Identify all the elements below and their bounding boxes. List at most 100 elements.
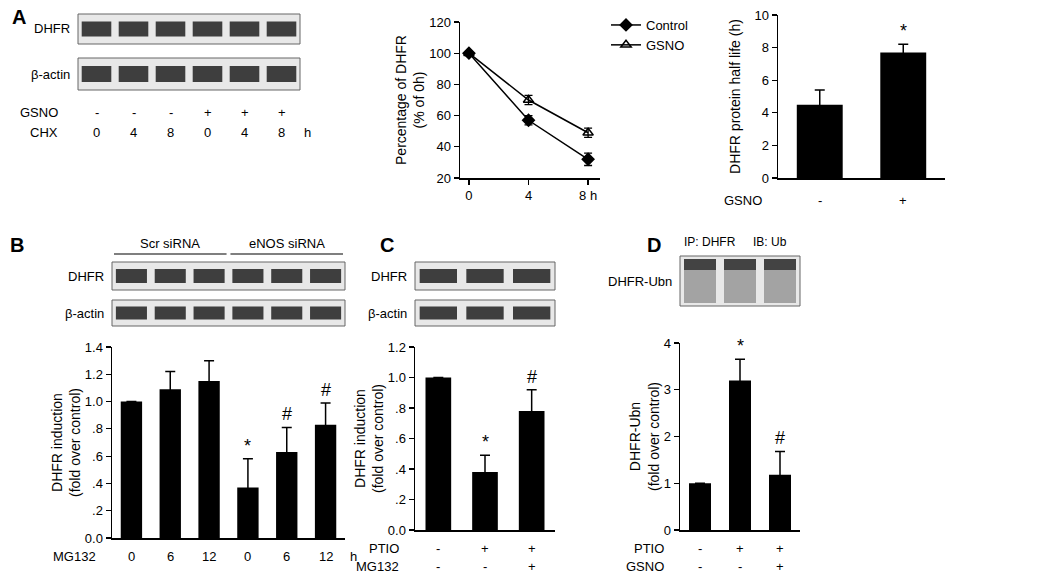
svg-text:.4: .4 (395, 462, 406, 477)
svg-text:4: 4 (664, 336, 671, 351)
svg-text:10: 10 (754, 8, 768, 23)
svg-text:0: 0 (128, 549, 135, 564)
svg-text:+: + (736, 541, 744, 556)
svg-text:DHFR-Ubn: DHFR-Ubn (608, 274, 672, 289)
svg-text:-: - (436, 541, 440, 556)
svg-text:A: A (12, 6, 26, 28)
svg-text:Control: Control (646, 18, 688, 33)
svg-text:120: 120 (429, 15, 451, 30)
svg-text:.8: .8 (92, 421, 103, 436)
svg-text:.2: .2 (395, 492, 406, 507)
svg-text:DHFR-Ubn(fold over control): DHFR-Ubn(fold over control) (627, 382, 661, 491)
svg-text:80: 80 (436, 77, 450, 92)
svg-text:20: 20 (436, 171, 450, 186)
svg-text:.4: .4 (92, 476, 103, 491)
svg-text:+: + (776, 559, 784, 573)
svg-text:0: 0 (244, 549, 251, 564)
svg-text:60: 60 (436, 108, 450, 123)
svg-text:β-actin: β-actin (368, 306, 407, 321)
svg-text:0.0: 0.0 (388, 523, 406, 538)
svg-text:-: - (132, 105, 136, 120)
svg-text:+: + (241, 105, 249, 120)
svg-text:β-actin: β-actin (65, 306, 104, 321)
svg-text:+: + (204, 105, 212, 120)
svg-text:2: 2 (664, 429, 671, 444)
svg-text:B: B (10, 234, 24, 256)
svg-text:-: - (95, 105, 99, 120)
svg-text:DHFR protein half life (h): DHFR protein half life (h) (727, 19, 743, 174)
svg-text:3: 3 (664, 382, 671, 397)
svg-text:1: 1 (664, 476, 671, 491)
svg-text:*: * (482, 432, 489, 452)
svg-text:eNOS siRNA: eNOS siRNA (249, 236, 325, 251)
svg-text:*: * (900, 21, 907, 41)
svg-text:1.4: 1.4 (85, 340, 103, 355)
svg-text:h: h (350, 549, 357, 564)
svg-text:.8: .8 (395, 401, 406, 416)
svg-text:#: # (775, 428, 785, 448)
svg-text:4: 4 (762, 105, 769, 120)
svg-text:2: 2 (762, 138, 769, 153)
svg-text:+: + (528, 559, 536, 573)
svg-text:8: 8 (167, 125, 174, 140)
svg-text:β-actin: β-actin (31, 67, 70, 82)
svg-text:4: 4 (130, 125, 137, 140)
svg-text:Percentage of DHFR(% of 0h): Percentage of DHFR(% of 0h) (393, 35, 427, 165)
svg-text:12: 12 (319, 549, 333, 564)
svg-text:0: 0 (204, 125, 211, 140)
svg-text:0: 0 (465, 188, 472, 203)
svg-text:12: 12 (202, 549, 216, 564)
svg-text:+: + (528, 541, 536, 556)
svg-text:IB: Ub: IB: Ub (753, 235, 787, 249)
svg-text:1.2: 1.2 (85, 367, 103, 382)
svg-text:DHFR: DHFR (34, 21, 70, 36)
svg-text:#: # (321, 380, 331, 400)
svg-text:-: - (818, 193, 822, 208)
svg-text:6: 6 (283, 549, 290, 564)
svg-text:-: - (738, 559, 742, 573)
svg-text:100: 100 (429, 46, 451, 61)
svg-text:+: + (776, 541, 784, 556)
svg-text:+: + (899, 193, 907, 208)
svg-text:8: 8 (278, 125, 285, 140)
svg-text:-: - (483, 559, 487, 573)
svg-text:C: C (380, 234, 394, 256)
svg-text:0: 0 (664, 523, 671, 538)
svg-text:MG132: MG132 (356, 559, 399, 573)
svg-text:-: - (436, 559, 440, 573)
svg-text:GSNO: GSNO (626, 559, 664, 573)
svg-text:GSNO: GSNO (20, 105, 58, 120)
svg-text:.6: .6 (395, 431, 406, 446)
svg-text:.2: .2 (92, 503, 103, 518)
svg-text:#: # (527, 367, 537, 387)
svg-text:+: + (278, 105, 286, 120)
svg-text:IP: DHFR: IP: DHFR (684, 235, 736, 249)
svg-text:Scr siRNA: Scr siRNA (140, 236, 200, 251)
svg-text:DHFR induction(fold over contr: DHFR induction(fold over control) (49, 388, 83, 497)
svg-text:0: 0 (762, 171, 769, 186)
svg-text:MG132: MG132 (53, 549, 96, 564)
svg-text:*: * (244, 436, 251, 456)
svg-text:GSNO: GSNO (724, 193, 762, 208)
svg-text:DHFR induction(fold over contr: DHFR induction(fold over control) (352, 384, 386, 493)
svg-text:4: 4 (525, 188, 532, 203)
svg-text:6: 6 (167, 549, 174, 564)
svg-text:0: 0 (93, 125, 100, 140)
svg-text:8 h: 8 h (579, 188, 597, 203)
svg-text:DHFR: DHFR (371, 269, 407, 284)
svg-text:1.2: 1.2 (388, 340, 406, 355)
svg-text:.6: .6 (92, 449, 103, 464)
svg-text:8: 8 (762, 40, 769, 55)
svg-text:-: - (698, 559, 702, 573)
svg-text:40: 40 (436, 139, 450, 154)
svg-text:D: D (647, 234, 661, 256)
svg-text:DHFR: DHFR (68, 269, 104, 284)
svg-text:PTIO: PTIO (634, 541, 664, 556)
svg-text:+: + (481, 541, 489, 556)
svg-text:6: 6 (762, 73, 769, 88)
svg-text:-: - (698, 541, 702, 556)
svg-text:1.0: 1.0 (85, 394, 103, 409)
svg-text:CHX: CHX (30, 125, 58, 140)
svg-text:PTIO: PTIO (369, 541, 399, 556)
svg-text:4: 4 (241, 125, 248, 140)
